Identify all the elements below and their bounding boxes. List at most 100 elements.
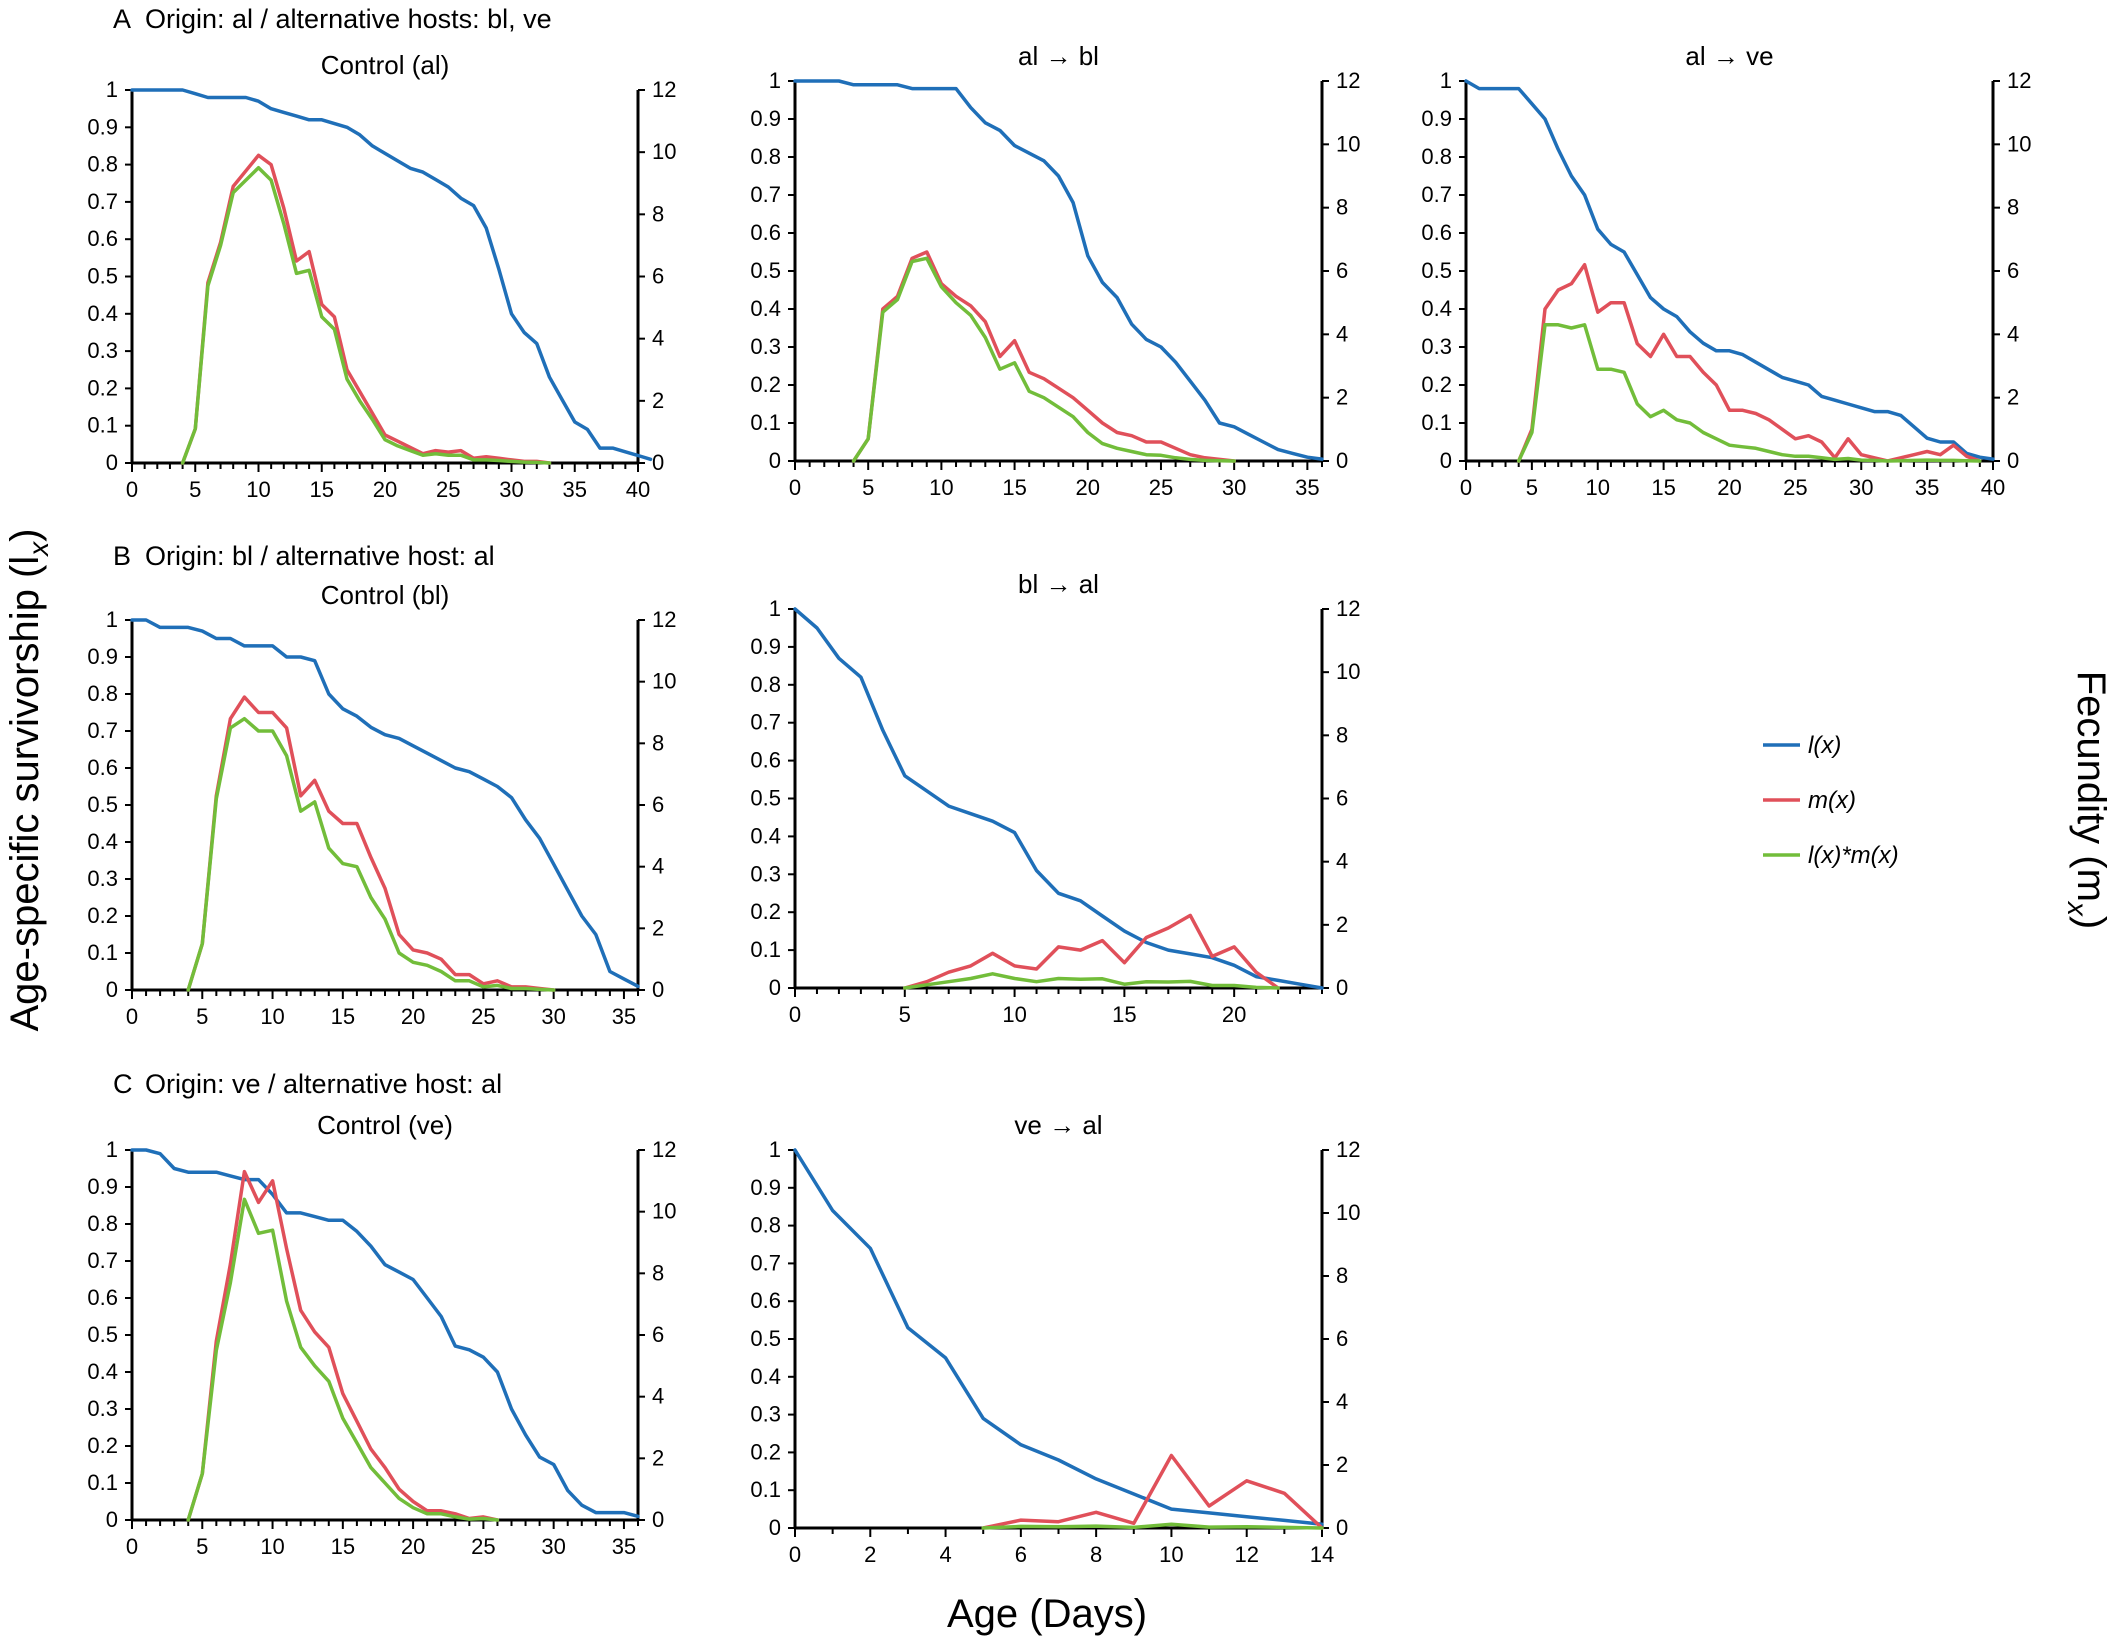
x-tick-label: 14 [1310,1542,1334,1567]
left-y-tick-label: 0.5 [87,792,118,817]
right-y-tick-label: 4 [1336,849,1348,874]
left-y-tick-label: 0.7 [750,1250,781,1275]
x-tick-label: 35 [1915,475,1939,500]
right-y-tick-label: 0 [652,977,664,1002]
right-y-tick-label: 2 [652,915,664,940]
x-tick-label: 25 [471,1004,495,1029]
series-line-l-x [793,1148,1324,1526]
left-y-tick-label: 0.1 [750,1477,781,1502]
x-tick-label: 10 [260,1004,284,1029]
x-tick-label: 25 [1149,475,1173,500]
right-y-tick-label: 0 [1336,975,1348,1000]
left-y-tick-label: 0.9 [1421,106,1452,131]
x-tick-label: 10 [260,1534,284,1559]
right-y-tick-label: 10 [1336,659,1360,684]
left-y-tick-label: 0.9 [750,1175,781,1200]
legend-label-lxmx: l(x)*m(x) [1808,842,1899,869]
right-y-tick-label: 6 [1336,258,1348,283]
left-y-tick-label: 0.6 [750,220,781,245]
x-tick-label: 20 [1717,475,1741,500]
panel-title: Control (al) [321,50,450,80]
right-y-tick-label: 8 [652,730,664,755]
left-y-tick-label: 0.8 [750,672,781,697]
right-y-tick-label: 10 [1336,1200,1360,1225]
left-y-tick-label: 0 [106,1507,118,1532]
left-y-tick-label: 0.5 [750,1326,781,1351]
x-tick-label: 10 [1002,1002,1026,1027]
right-y-tick-label: 2 [652,388,664,413]
right-y-tick-label: 4 [652,1384,664,1409]
x-tick-label: 25 [436,477,460,502]
left-y-tick-label: 0.5 [750,786,781,811]
left-y-tick-label: 0.6 [87,755,118,780]
right-y-tick-label: 10 [2007,131,2031,156]
left-y-tick-label: 0.8 [1421,144,1452,169]
left-y-tick-label: 0.9 [87,644,118,669]
x-tick-label: 35 [563,477,587,502]
x-tick-label: 10 [246,477,270,502]
y-axis-label: Age-specific survivorship (lx) [3,528,54,1031]
series-line-lx-mx [180,165,552,465]
x-tick-label: 6 [1015,1542,1027,1567]
x-tick-label: 10 [1159,1542,1183,1567]
left-y-tick-label: 0.4 [750,296,781,321]
series-line-lx-mx [186,1197,500,1522]
left-y-tick-label: 0.4 [87,1359,118,1384]
section-a-letter: A [113,4,131,34]
x-tick-label: 40 [1981,475,2005,500]
right-y-tick-label: 0 [652,450,664,475]
x-tick-label: 5 [196,1004,208,1029]
right-y-tick-label: 0 [1336,1515,1348,1540]
left-y-tick-label: 0 [1440,448,1452,473]
panel-title: Control (bl) [321,580,450,610]
x-tick-label: 0 [126,1004,138,1029]
left-y-tick-label: 1 [106,607,118,632]
right-y-tick-label: 4 [652,326,664,351]
x-tick-label: 15 [1651,475,1675,500]
left-y-tick-label: 0.6 [87,1285,118,1310]
x-tick-label: 30 [541,1534,565,1559]
panel-title: al → ve [1685,41,1773,71]
left-y-tick-label: 1 [106,1137,118,1162]
panel-title: al → bl [1018,41,1099,71]
right-y-tick-label: 12 [1336,1137,1360,1162]
x-tick-label: 30 [1849,475,1873,500]
panel-title: Control (ve) [317,1110,453,1140]
x-tick-label: 5 [862,475,874,500]
x-tick-label: 20 [1222,1002,1246,1027]
section-c-title: Origin: ve / alternative host: al [145,1069,502,1099]
y2-axis-label-close: ) [2069,916,2113,929]
right-y-tick-label: 2 [2007,385,2019,410]
right-y-tick-label: 12 [2007,68,2031,93]
left-y-tick-label: 0.4 [87,301,118,326]
left-y-tick-label: 0.8 [750,144,781,169]
right-y-tick-label: 10 [652,669,676,694]
right-y-tick-label: 12 [652,1137,676,1162]
left-y-tick-label: 0.7 [750,710,781,735]
left-y-tick-label: 0.1 [1421,410,1452,435]
right-y-tick-label: 12 [652,77,676,102]
left-y-tick-label: 0.5 [750,258,781,283]
x-tick-label: 25 [471,1534,495,1559]
series-line-lx-mx [903,972,1280,990]
x-tick-label: 5 [189,477,201,502]
left-y-tick-label: 1 [769,596,781,621]
x-tick-label: 10 [929,475,953,500]
series-line-m-x [903,913,1280,990]
right-y-tick-label: 6 [1336,786,1348,811]
left-y-tick-label: 0.1 [87,940,118,965]
left-y-tick-label: 0.7 [87,1248,118,1273]
panel-control-ve: Control (ve) 0 0.1 0.2 0.3 0.4 0.5 0.6 0.7 0.8 0.9… [87,1110,676,1559]
series-line-m-x [186,695,556,992]
legend-label-lx: l(x) [1808,732,1841,759]
panel-control-bl: Control (bl) 0 0.1 0.2 0.3 0.4 0.5 0.6 0.7 0.8 0.9… [87,580,676,1029]
right-y-tick-label: 2 [1336,385,1348,410]
left-y-tick-label: 0 [106,977,118,1002]
right-y-tick-label: 2 [652,1445,664,1470]
section-b-letter: B [113,541,131,571]
x-tick-label: 25 [1783,475,1807,500]
y2-axis-label-sub: x [2062,900,2093,917]
left-y-tick-label: 0 [769,975,781,1000]
series-line-m-x [180,153,552,465]
